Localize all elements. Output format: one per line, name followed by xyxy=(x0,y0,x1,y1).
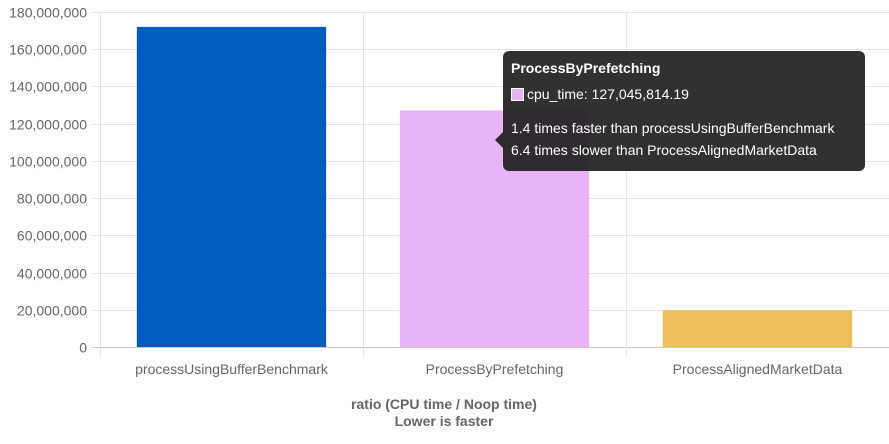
y-tick-label: 0 xyxy=(79,340,87,356)
tooltip-comparison-1: 1.4 times faster than processUsingBuffer… xyxy=(511,120,835,136)
x-tick-label: processUsingBufferBenchmark xyxy=(135,361,329,377)
bar[interactable] xyxy=(136,26,327,348)
bar[interactable] xyxy=(662,310,853,347)
y-tick-label: 160,000,000 xyxy=(9,42,87,58)
y-tick-label: 20,000,000 xyxy=(17,303,87,319)
tooltip-comparison-2: 6.4 times slower than ProcessAlignedMark… xyxy=(511,142,817,158)
tooltip: ProcessByPrefetching cpu_time: 127,045,8… xyxy=(503,51,865,171)
y-axis-ticks: 0 20,000,000 40,000,000 60,000,000 80,000,00… xyxy=(9,5,87,356)
y-tick-label: 180,000,000 xyxy=(9,5,87,21)
y-tick-label: 120,000,000 xyxy=(9,117,87,133)
x-axis-ticks: processUsingBufferBenchmark ProcessByPref… xyxy=(135,361,842,377)
x-tick-label: ProcessByPrefetching xyxy=(426,361,564,377)
tooltip-value-row: cpu_time: 127,045,814.19 xyxy=(511,86,857,102)
tooltip-color-swatch xyxy=(511,87,524,101)
tooltip-title: ProcessByPrefetching xyxy=(511,60,661,76)
x-axis-title-line1: ratio (CPU time / Noop time) xyxy=(351,396,537,412)
x-axis-title-line2: Lower is faster xyxy=(395,413,494,429)
y-tick-label: 140,000,000 xyxy=(9,79,87,95)
tooltip-caret xyxy=(495,132,503,148)
x-tick-label: ProcessAlignedMarketData xyxy=(673,361,843,377)
y-tick-label: 100,000,000 xyxy=(9,154,87,170)
y-tick-label: 40,000,000 xyxy=(17,266,87,282)
tooltip-value: cpu_time: 127,045,814.19 xyxy=(527,86,689,102)
y-tick-label: 80,000,000 xyxy=(17,191,87,207)
y-tick-label: 60,000,000 xyxy=(17,228,87,244)
